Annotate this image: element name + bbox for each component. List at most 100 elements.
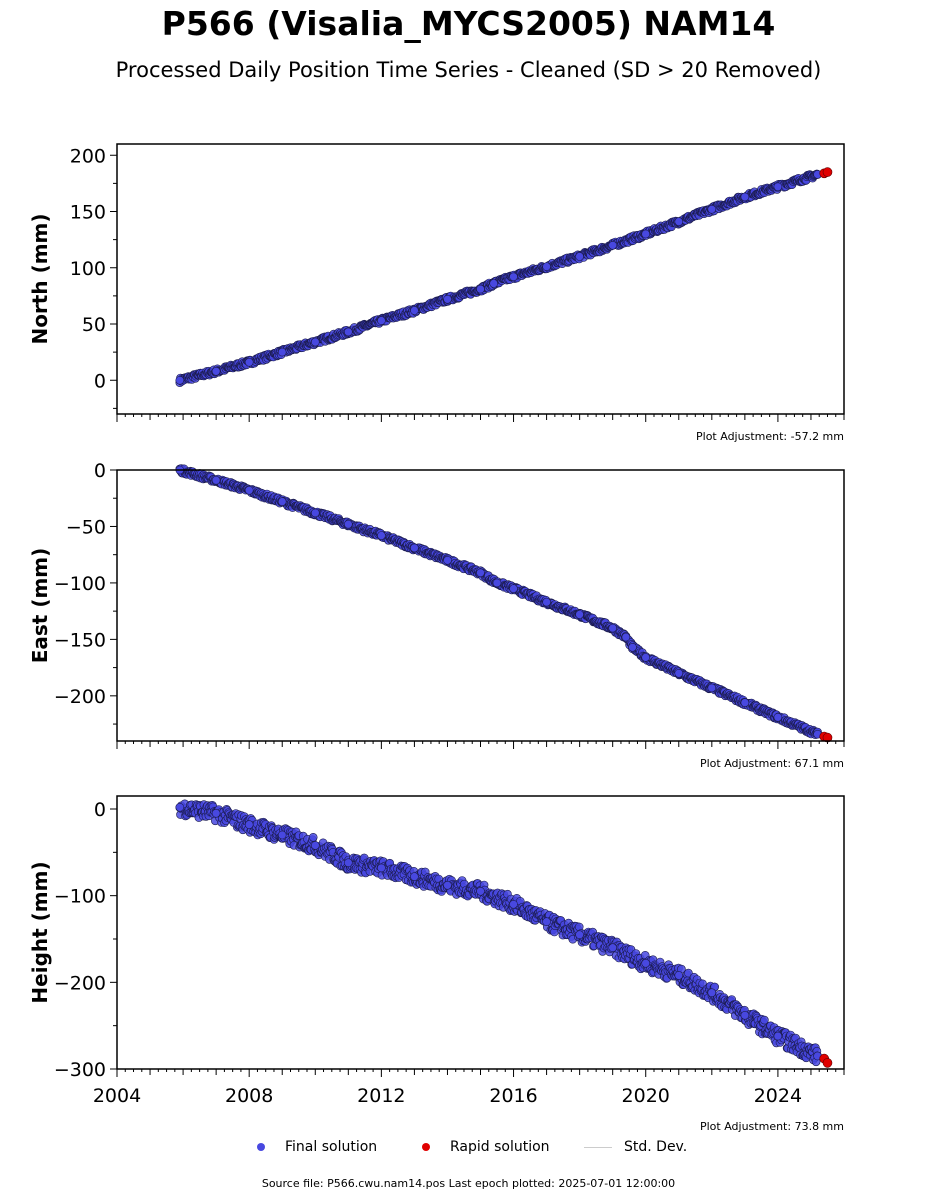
y-tick-label: −200 bbox=[54, 972, 106, 994]
y-tick-label: 100 bbox=[70, 258, 106, 280]
legend-rapid-label: Rapid solution bbox=[450, 1139, 550, 1155]
panel-2: 2004 2008 2012 2016 2020 2024 −300 −200 −100 0 Hei… bbox=[28, 795, 845, 1133]
chart-subtitle: Processed Daily Position Time Series - C… bbox=[115, 58, 822, 82]
final-point bbox=[277, 830, 287, 840]
x-tick-label: 2016 bbox=[489, 1085, 537, 1107]
final-point bbox=[343, 519, 353, 529]
final-point bbox=[608, 623, 618, 633]
final-point bbox=[707, 683, 717, 693]
plot-frame bbox=[116, 795, 845, 1070]
final-point bbox=[308, 832, 318, 842]
final-point bbox=[377, 863, 386, 873]
final-point bbox=[343, 327, 353, 337]
x-tick-label: 2024 bbox=[754, 1085, 802, 1107]
panel-1: −200 −150 −100 −50 0 East (mm) Plot Adjustment… bbox=[28, 460, 845, 770]
final-point bbox=[641, 958, 651, 968]
final-point bbox=[310, 508, 320, 518]
final-point bbox=[608, 241, 618, 250]
final-solution-marker-icon bbox=[257, 1143, 265, 1151]
final-point bbox=[542, 597, 551, 607]
final-point bbox=[641, 653, 651, 662]
final-point bbox=[773, 712, 783, 722]
final-point bbox=[443, 555, 452, 565]
final-point bbox=[410, 872, 419, 881]
final-point bbox=[575, 930, 584, 940]
final-point bbox=[443, 880, 452, 890]
rapid-solution-marker-icon bbox=[422, 1143, 430, 1151]
y-tick-label: 0 bbox=[94, 370, 106, 392]
legend-final-label: Final solution bbox=[285, 1139, 378, 1155]
legend: Final solution Rapid solution Std. Dev. bbox=[0, 1137, 937, 1157]
final-point bbox=[608, 943, 618, 953]
panel-0: 0 50 100 150 200 North (mm) Plot Adjustment: -… bbox=[28, 143, 845, 443]
final-point bbox=[476, 568, 485, 578]
final-point bbox=[509, 272, 518, 282]
chart-title: P566 (Visalia_MYCS2005) NAM14 bbox=[161, 4, 776, 43]
y-tick-label: 150 bbox=[70, 202, 106, 224]
x-tick-label: 2008 bbox=[225, 1085, 273, 1107]
final-point bbox=[343, 858, 353, 868]
final-point bbox=[575, 610, 584, 619]
plot-adjustment-note: Plot Adjustment: -57.2 mm bbox=[696, 430, 844, 443]
plot-adjustment-note: Plot Adjustment: 73.8 mm bbox=[700, 1120, 844, 1133]
legend-final: Final solution bbox=[257, 1137, 377, 1157]
final-point bbox=[740, 698, 750, 707]
source-footer: Source file: P566.cwu.nam14.pos Last epo… bbox=[261, 1177, 676, 1190]
y-tick-label: −50 bbox=[66, 516, 106, 538]
y-tick-label: −100 bbox=[54, 573, 106, 595]
final-point bbox=[489, 279, 499, 288]
y-tick-label: 0 bbox=[94, 799, 106, 821]
final-point bbox=[707, 988, 717, 998]
final-point bbox=[410, 306, 419, 315]
final-solution-points bbox=[175, 464, 822, 740]
final-point bbox=[310, 337, 320, 347]
final-point bbox=[674, 668, 684, 678]
final-point bbox=[244, 485, 254, 495]
final-point bbox=[575, 252, 584, 261]
final-point bbox=[175, 375, 185, 385]
y-tick-label: −100 bbox=[54, 886, 106, 908]
final-point bbox=[410, 543, 419, 553]
rapid-point bbox=[822, 1058, 833, 1068]
y-tick-label: −150 bbox=[54, 629, 106, 651]
final-point bbox=[377, 316, 386, 325]
final-point bbox=[492, 578, 502, 588]
final-point bbox=[707, 205, 717, 214]
final-point bbox=[773, 1031, 783, 1041]
y-tick-label: 50 bbox=[82, 314, 106, 336]
x-tick-label: 2012 bbox=[357, 1085, 405, 1107]
final-solution-points bbox=[175, 799, 822, 1067]
final-point bbox=[443, 294, 452, 304]
final-point bbox=[476, 284, 485, 294]
final-point bbox=[542, 917, 551, 927]
final-point bbox=[175, 802, 185, 812]
y-axis-label: East (mm) bbox=[28, 548, 52, 664]
final-point bbox=[621, 632, 631, 642]
plot-adjustment-note: Plot Adjustment: 67.1 mm bbox=[700, 757, 844, 770]
final-point bbox=[628, 642, 637, 652]
final-point bbox=[509, 584, 518, 593]
final-point bbox=[773, 182, 783, 192]
final-point bbox=[211, 475, 221, 485]
y-tick-label: −300 bbox=[54, 1059, 106, 1081]
final-point bbox=[740, 192, 750, 202]
final-point bbox=[674, 217, 684, 226]
y-tick-label: 200 bbox=[70, 145, 106, 167]
y-tick-label: 0 bbox=[94, 460, 106, 482]
final-point bbox=[211, 366, 221, 376]
rapid-point bbox=[822, 167, 833, 177]
legend-std: Std. Dev. bbox=[584, 1137, 687, 1157]
final-point bbox=[277, 497, 287, 506]
final-point bbox=[244, 820, 254, 829]
final-point bbox=[740, 1010, 750, 1020]
final-point bbox=[277, 347, 287, 357]
final-point bbox=[674, 971, 684, 980]
legend-rapid: Rapid solution bbox=[422, 1137, 550, 1157]
final-point bbox=[310, 841, 320, 850]
final-point bbox=[509, 899, 518, 909]
final-point bbox=[641, 229, 651, 239]
final-solution-points bbox=[175, 169, 822, 388]
x-tick-label: 2004 bbox=[93, 1085, 141, 1107]
final-point bbox=[476, 886, 485, 896]
